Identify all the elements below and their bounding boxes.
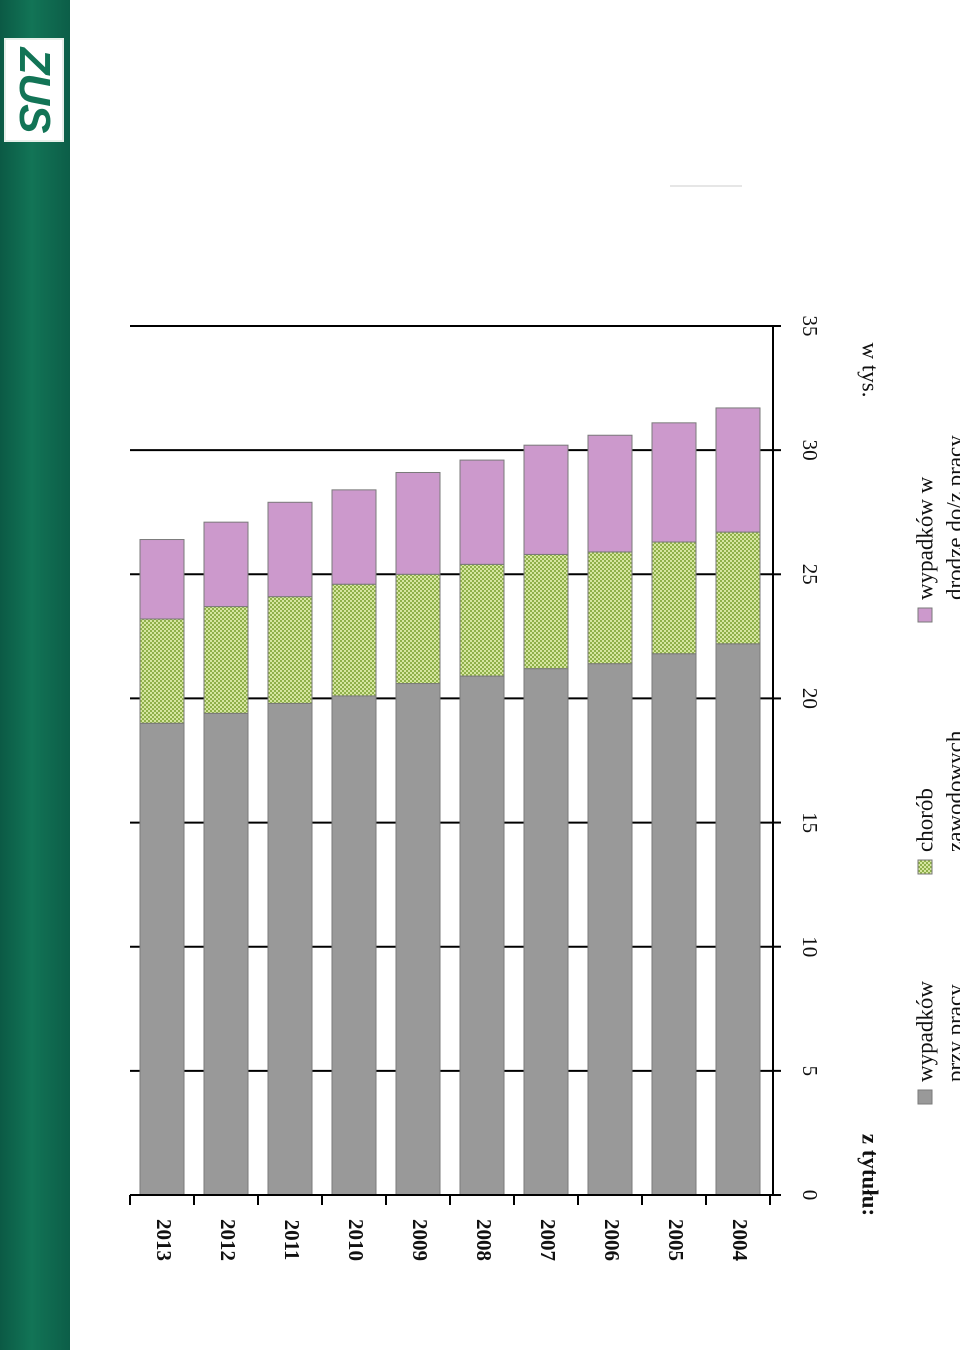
bars [139, 407, 761, 1196]
bar-segment-1 [523, 668, 569, 1196]
bar-segment-2 [331, 583, 377, 697]
bar-segment-1 [395, 683, 441, 1196]
bar-segment-1 [203, 712, 249, 1196]
legend-label-2: zawodowych [942, 730, 960, 852]
bar-segment-3 [523, 444, 569, 555]
category-label: 2009 [408, 1219, 432, 1261]
value-tick-label: 5 [798, 1066, 822, 1077]
zus-logo: ZUS [4, 38, 64, 142]
bar-segment-3 [331, 489, 377, 585]
category-label: 2013 [152, 1219, 176, 1261]
bar-segment-1 [459, 675, 505, 1196]
bar-segment-1 [331, 695, 377, 1196]
labels: 0 5 10 15 20 25 30 35 2013 2012 2011 2010 2009 2008 20… [152, 185, 883, 1262]
bar-segment-1 [139, 722, 185, 1196]
unit-label: w tys. [858, 343, 883, 398]
bar-segment-2 [395, 573, 441, 685]
legend-label-2: chorób [912, 788, 937, 852]
legend: z tytułu: wypadków przy pracy chorób zawodow… [858, 435, 960, 1216]
bar-segment-3 [587, 434, 633, 553]
bar-segment-3 [267, 501, 313, 598]
axes [129, 325, 781, 1205]
bar-segment-2 [459, 563, 505, 677]
value-tick-label: 35 [798, 316, 822, 337]
legend-label-1: wypadków [912, 981, 937, 1082]
bar-segment-1 [267, 702, 313, 1196]
category-label: 2004 [728, 1219, 752, 1262]
sidebar-band: ZUS [0, 0, 70, 1350]
bar-segment-3 [203, 521, 249, 608]
legend-swatch-3 [917, 607, 933, 623]
bar-segment-3 [459, 459, 505, 565]
legend-label-3: drodze do/z pracy [942, 435, 960, 600]
bar-segment-1 [651, 653, 697, 1196]
value-tick-label: 20 [798, 688, 822, 709]
category-label: 2005 [664, 1219, 688, 1261]
value-tick-label: 25 [798, 564, 822, 585]
value-tick-label: 10 [798, 936, 822, 957]
bar-segment-3 [139, 539, 185, 620]
bar-segment-2 [203, 606, 249, 714]
value-tick-label: 0 [798, 1190, 822, 1201]
category-label: 2007 [536, 1219, 560, 1261]
legend-label-3: wypadków w [912, 476, 937, 600]
legend-title: z tytułu: [858, 1134, 883, 1216]
category-label: 2008 [472, 1219, 496, 1261]
category-label: 2010 [344, 1219, 368, 1261]
bar-segment-2 [651, 541, 697, 655]
bar-segment-3 [651, 422, 697, 543]
bar-segment-2 [715, 531, 761, 645]
legend-swatch-2 [917, 859, 933, 875]
value-tick-label: 30 [798, 440, 822, 461]
bar-segment-2 [139, 618, 185, 724]
bar-segment-3 [395, 471, 441, 575]
category-label: 2011 [280, 1220, 304, 1261]
bar-segment-2 [587, 551, 633, 665]
legend-swatch-1 [917, 1089, 933, 1105]
bar-segment-2 [523, 553, 569, 670]
bar-segment-1 [715, 643, 761, 1196]
category-label: 2006 [600, 1219, 624, 1261]
bar-segment-3 [715, 407, 761, 533]
legend-label-1: przy pracy [942, 984, 960, 1082]
bar-segment-2 [267, 596, 313, 704]
category-label: 2012 [216, 1219, 240, 1261]
value-tick-label: 15 [798, 812, 822, 833]
bar-segment-1 [587, 663, 633, 1196]
